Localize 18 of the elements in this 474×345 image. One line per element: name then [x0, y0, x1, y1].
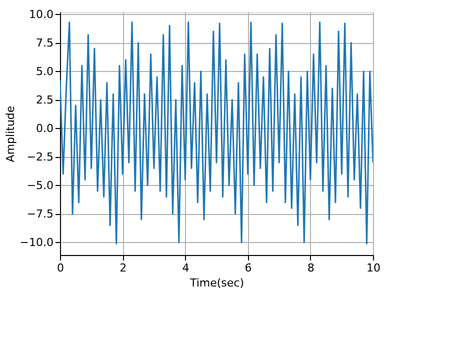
x-axis-title: Time(sec): [188, 276, 244, 290]
x-tick-label: 8: [307, 262, 314, 274]
x-tick-label: 6: [244, 262, 252, 274]
y-tick-label: −10.0: [20, 236, 54, 249]
x-tick-label: 4: [182, 262, 190, 274]
y-tick-label: 0.0: [36, 122, 54, 135]
y-tick-label: 7.5: [36, 36, 54, 50]
line-series: [60, 22, 373, 244]
x-tick-label: 2: [120, 262, 127, 274]
y-tick-label: 5.0: [36, 64, 54, 78]
y-axis-title: Amplitude: [4, 106, 17, 162]
y-tick-label: −5.0: [26, 178, 54, 192]
y-tick-label: −2.5: [26, 150, 54, 164]
x-tick-label: 10: [366, 262, 380, 274]
y-tick-label: 10.0: [29, 8, 54, 21]
y-tick-label: 2.5: [36, 93, 54, 106]
y-tick-label: −7.5: [26, 207, 54, 220]
x-tick-label: 0: [57, 262, 64, 274]
